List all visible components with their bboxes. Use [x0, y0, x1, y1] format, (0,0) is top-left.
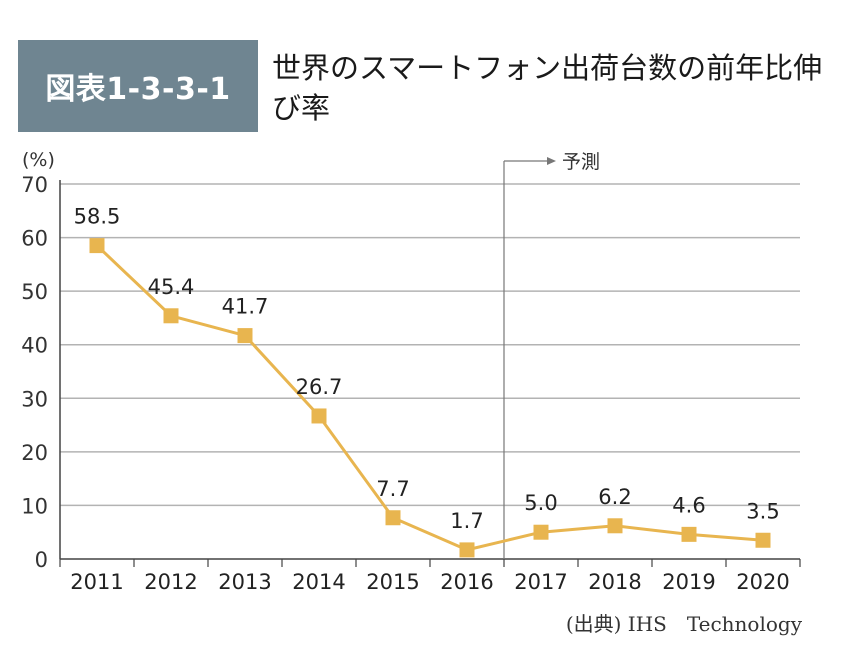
y-tick-label: 60: [21, 227, 48, 251]
x-tick-label: 2019: [662, 570, 715, 594]
x-tick-label: 2017: [514, 570, 567, 594]
x-tick-label: 2012: [144, 570, 197, 594]
x-tick-label: 2018: [588, 570, 641, 594]
x-tick-label: 2013: [218, 570, 271, 594]
data-point-marker: [459, 542, 475, 558]
x-tick-label: 2011: [70, 570, 123, 594]
series-line: [95, 244, 764, 552]
y-axis-unit: (%): [22, 149, 55, 171]
data-label: 41.7: [222, 295, 269, 319]
data-point-marker: [607, 518, 623, 534]
x-tick-label: 2015: [366, 570, 419, 594]
data-label: 58.5: [74, 205, 121, 229]
x-tick-label: 2016: [440, 570, 493, 594]
y-tick-label: 20: [21, 441, 48, 465]
data-label: 45.4: [148, 275, 195, 299]
y-tick-label: 0: [35, 548, 48, 572]
data-point-marker: [385, 510, 401, 526]
data-point-marker: [681, 526, 697, 542]
y-tick-label: 50: [21, 280, 48, 304]
x-tick-label: 2014: [292, 570, 345, 594]
y-tick-label: 70: [21, 173, 48, 197]
data-point-marker: [237, 328, 253, 344]
chart-title: 世界のスマートフォン出荷台数の前年比伸び率: [272, 51, 823, 125]
data-label: 3.5: [746, 499, 779, 523]
data-label: 26.7: [296, 375, 343, 399]
y-tick-label: 30: [21, 387, 48, 411]
data-label: 4.6: [672, 493, 705, 517]
data-point-marker: [311, 408, 327, 424]
source-note: (出典) IHS Technology: [565, 612, 802, 636]
data-point-marker: [89, 238, 105, 254]
data-point-marker: [533, 524, 549, 540]
data-label: 7.7: [376, 477, 409, 501]
data-label: 5.0: [524, 491, 557, 515]
data-label: 1.7: [450, 509, 483, 533]
data-point-marker: [163, 308, 179, 324]
x-tick-label: 2020: [736, 570, 789, 594]
y-tick-label: 10: [21, 494, 48, 518]
forecast-label: 予測: [562, 151, 600, 173]
data-point-marker: [755, 532, 771, 548]
figure-number: 図表1-3-3-1: [45, 72, 231, 107]
data-label: 6.2: [598, 485, 631, 509]
y-tick-label: 40: [21, 334, 48, 358]
figure-number-badge: 図表1-3-3-1: [18, 40, 258, 132]
forecast-arrow-head: [547, 157, 556, 165]
